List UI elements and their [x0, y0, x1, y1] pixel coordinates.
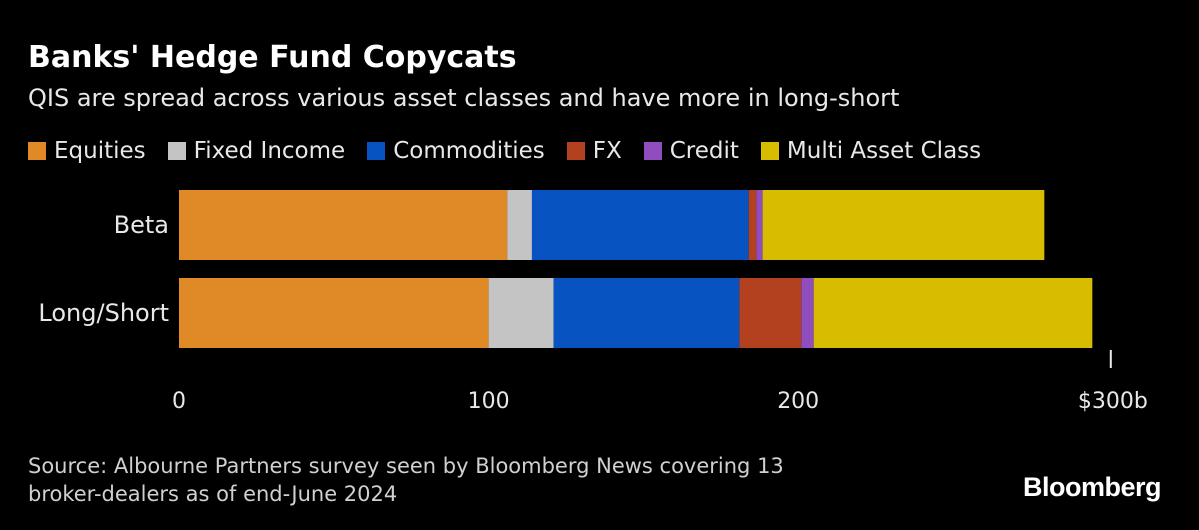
stacked-bar-chart: Beta Long/Short 0 100 200 $300b: [38, 190, 1148, 414]
category-label-long-short: Long/Short: [38, 299, 169, 327]
category-label-beta: Beta: [114, 211, 169, 239]
legend-item-fixed-income: Fixed Income: [167, 138, 346, 164]
legend-label-commodities: Commodities: [393, 138, 545, 164]
bar-beta-equities: [179, 190, 508, 260]
bar-beta-fixed-income: [507, 190, 532, 260]
legend-label-credit: Credit: [669, 138, 739, 164]
legend-swatch-commodities: [367, 142, 386, 160]
bar-long-short-commodities: [553, 278, 740, 348]
legend-item-multi-asset-class: Multi Asset Class: [760, 138, 982, 164]
legend-swatch-credit: [643, 142, 662, 160]
bar-beta-multi-asset-class: [762, 190, 1045, 260]
chart-subtitle: QIS are spread across various asset clas…: [28, 84, 900, 112]
legend-swatch-fx: [566, 142, 585, 160]
legend: Equities Fixed Income Commodities FX Cre…: [28, 138, 1003, 164]
legend-label-fx: FX: [592, 138, 622, 164]
source-line-2: broker-dealers as of end-June 2024: [28, 482, 398, 506]
bar-beta-credit: [756, 190, 763, 260]
legend-item-equities: Equities: [28, 138, 146, 164]
bar-long-short-fixed-income: [488, 278, 554, 348]
legend-swatch-fixed-income: [167, 142, 186, 160]
x-tick-label-0: 0: [172, 389, 186, 414]
bloomberg-logo: Bloomberg: [1022, 472, 1162, 502]
bar-long-short-credit: [801, 278, 814, 348]
bar-long-short-equities: [179, 278, 489, 348]
x-tick-label-200: 200: [777, 389, 819, 414]
legend-swatch-multi-asset-class: [760, 142, 779, 160]
legend-swatch-equities: [28, 142, 46, 160]
legend-item-fx: FX: [566, 138, 622, 164]
x-tick-label-100: 100: [468, 389, 510, 414]
legend-label-multi-asset-class: Multi Asset Class: [786, 138, 982, 164]
bar-long-short-fx: [739, 278, 802, 348]
bar-long-short-multi-asset-class: [813, 278, 1093, 348]
legend-label-fixed-income: Fixed Income: [193, 138, 346, 164]
x-tick-label-300: $300b: [1078, 389, 1148, 414]
bar-beta-fx: [748, 190, 757, 260]
bar-beta-commodities: [531, 190, 749, 260]
source-line-1: Source: Albourne Partners survey seen by…: [28, 454, 784, 478]
legend-item-commodities: Commodities: [367, 138, 545, 164]
source-note: Source: Albourne Partners survey seen by…: [28, 452, 928, 508]
chart-title: Banks' Hedge Fund Copycats: [28, 40, 517, 75]
legend-item-credit: Credit: [643, 138, 739, 164]
legend-label-equities: Equities: [54, 138, 146, 164]
